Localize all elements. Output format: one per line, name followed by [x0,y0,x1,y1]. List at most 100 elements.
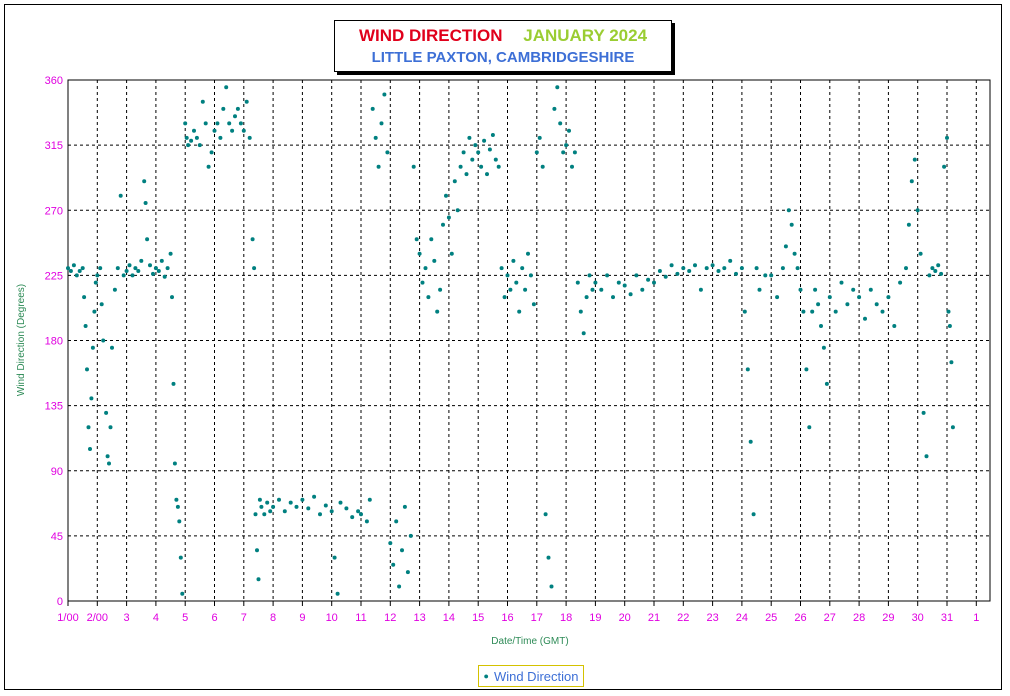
data-point [487,147,492,152]
data-point [247,135,252,140]
data-point [572,150,577,155]
data-point [523,287,528,292]
data-point [77,269,82,273]
y-axis-title: Wind Direction (Degrees) [16,284,27,396]
data-point [230,128,235,133]
data-point [473,143,478,148]
y-tick-label: 0 [57,596,63,608]
data-point [241,128,246,133]
data-point [949,360,954,365]
data-point [751,512,756,517]
x-tick-label: 13 [413,612,425,624]
data-point [244,99,249,104]
chart-title: WIND DIRECTION [358,26,503,45]
data-point [82,295,87,300]
x-axis-title: Date/Time (GMT) [491,636,568,647]
data-point [400,548,404,553]
data-point [470,157,475,162]
data-point [786,208,791,213]
data-point [294,504,299,509]
data-point [464,172,469,177]
data-point [376,164,381,169]
data-point [734,271,738,276]
data-point [851,287,856,292]
axes [67,79,991,606]
data-point [250,237,255,242]
data-point [906,222,911,227]
data-point [68,269,73,273]
x-tick-label: 20 [619,612,631,624]
data-point [256,577,261,582]
data-point [429,237,434,242]
x-tick-label: 28 [853,612,865,624]
data-point [184,135,189,140]
data-point [379,121,384,126]
data-point [502,295,507,300]
data-point [89,396,94,401]
data-point [318,512,322,517]
data-point [455,208,460,213]
data-point [435,309,440,314]
data-point [71,263,76,268]
data-point [127,263,132,268]
data-point [255,548,259,553]
data-point [423,266,428,271]
x-tick-label: 25 [765,612,777,624]
data-point [253,512,258,517]
data-point [616,280,621,285]
data-point [221,106,226,111]
data-point [99,302,104,307]
data-point [133,266,138,271]
x-tick-label: 8 [270,612,276,624]
data-point [212,128,217,133]
data-point [763,273,768,278]
data-point [476,150,481,155]
data-point [405,570,410,575]
data-point [555,85,560,90]
data-point [845,302,850,307]
data-point [599,287,604,292]
data-point [367,497,372,502]
y-tick-label: 360 [45,75,63,87]
data-point [108,425,113,430]
data-point [874,302,879,307]
data-point [716,269,721,273]
data-point [300,497,305,502]
x-tick-label: 10 [326,612,338,624]
data-point [892,324,897,328]
data-point [265,500,270,505]
data-point [824,381,829,386]
data-point [233,114,237,119]
x-tick-label: 30 [912,612,924,624]
data-point [175,504,180,509]
data-point [669,263,674,268]
x-tick-label: 19 [589,612,601,624]
y-tick-labels: 0 45 90 135 180 225 270 315 360 [45,75,63,608]
data-point [915,208,920,213]
data-point [742,309,747,314]
x-tick-label: 15 [472,612,484,624]
data-point [172,461,177,466]
data-point [332,555,337,560]
data-point [479,164,484,169]
x-tick-label: 6 [211,612,217,624]
data-point [288,500,293,505]
data-point [578,309,583,314]
data-point [704,266,709,271]
data-point [338,500,343,505]
data-point [323,503,328,508]
data-point [171,381,176,386]
data-point [505,273,510,278]
data-point [687,269,692,273]
data-point [783,244,788,249]
grid-lines [68,79,990,601]
data-point [748,439,753,444]
title-line: WIND DIRECTION JANUARY 2024 [335,26,671,46]
data-point [218,135,223,140]
data-point [121,273,126,278]
data-point [493,157,498,162]
data-point [722,266,727,271]
data-point [178,555,183,560]
data-point [385,150,390,155]
y-tick-label: 225 [45,270,63,282]
